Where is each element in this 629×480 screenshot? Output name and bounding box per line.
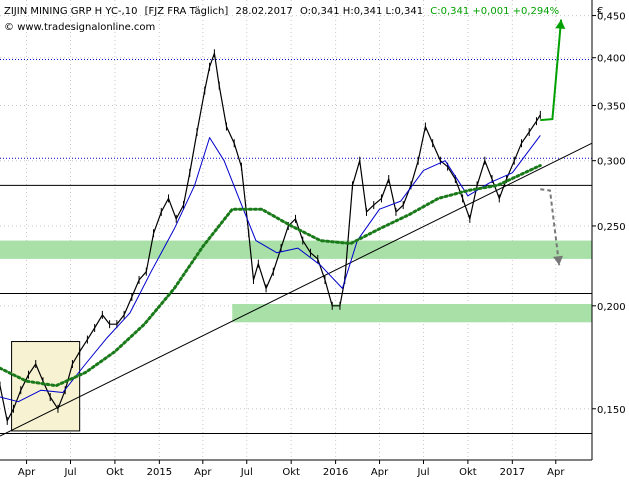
header-ohlc: O:0,341 H:0,341 L:0,341 [300,6,423,17]
projection-arrow-1 [540,188,561,266]
x-tick-label-6: Okt [282,467,300,478]
y-tick-label-1: 0,400 [597,54,626,65]
plot-background [0,0,592,460]
y-tick-label-2: 0,350 [597,102,626,113]
x-axis-ticks: Apr Jul Okt 2015 Apr Jul Okt 2016 Apr Jul Okt 2017 A… [18,460,565,478]
y-tick-label-5: 0,200 [597,302,626,313]
moving-average-dotted-line [0,164,542,388]
arrow-head-icon-0 [555,19,566,29]
header-source: © www.tradesignalonline.com [4,22,155,33]
header-close-change: C:0,341 +0,001 +0,294% [430,6,559,17]
y-axis-ticks: 0,450 0,400 0,350 0,300 0,250 0,200 0,150 [592,12,626,416]
x-tick-label-0: Apr [18,467,36,478]
x-tick-label-11: 2017 [500,467,525,478]
x-tick-label-8: Apr [371,467,389,478]
y-tick-label-6: 0,150 [597,405,626,416]
x-tick-label-1: Jul [63,467,76,478]
header-instrument: ZIJIN MINING GRP H YC-,10 [4,6,137,17]
chart-header: ZIJIN MINING GRP H YC-,10 [FJZ FRA Tägli… [4,6,559,33]
svg-text:ZIJIN MINING GRP H YC-,10: ZIJIN MINING GRP H YC-,10 [FJZ FRA Tägli… [4,6,559,17]
y-tick-label-4: 0,250 [597,222,626,233]
y-tick-label-3: 0,300 [597,157,626,168]
x-tick-label-5: Jul [240,467,253,478]
grid [0,0,592,460]
trendlines [0,142,593,437]
x-tick-label-2: Okt [106,467,124,478]
header-date: 28.02.2017 [235,6,292,17]
x-tick-label-7: 2016 [323,467,348,478]
projection-arrow-0 [540,19,563,122]
x-tick-label-9: Jul [416,467,429,478]
copyright-icon: © [4,22,17,33]
x-tick-label-10: Okt [459,467,477,478]
header-source-text: www.tradesignalonline.com [17,22,155,33]
support-zone-1 [232,304,592,323]
header-exchange: [FJZ FRA Täglich] [145,6,229,17]
x-tick-label-12: Apr [547,467,565,478]
series-layer [0,49,542,425]
x-tick-label-3: 2015 [147,467,172,478]
projection-arrows [540,19,566,266]
currency-label: € [597,6,603,17]
arrow-head-icon-1 [553,255,564,266]
x-tick-label-4: Apr [194,467,212,478]
y-tick-label-0: 0,450 [597,12,626,23]
moving-average-line [0,135,541,403]
trendline-0 [0,142,593,437]
support-zone-0 [0,240,592,259]
